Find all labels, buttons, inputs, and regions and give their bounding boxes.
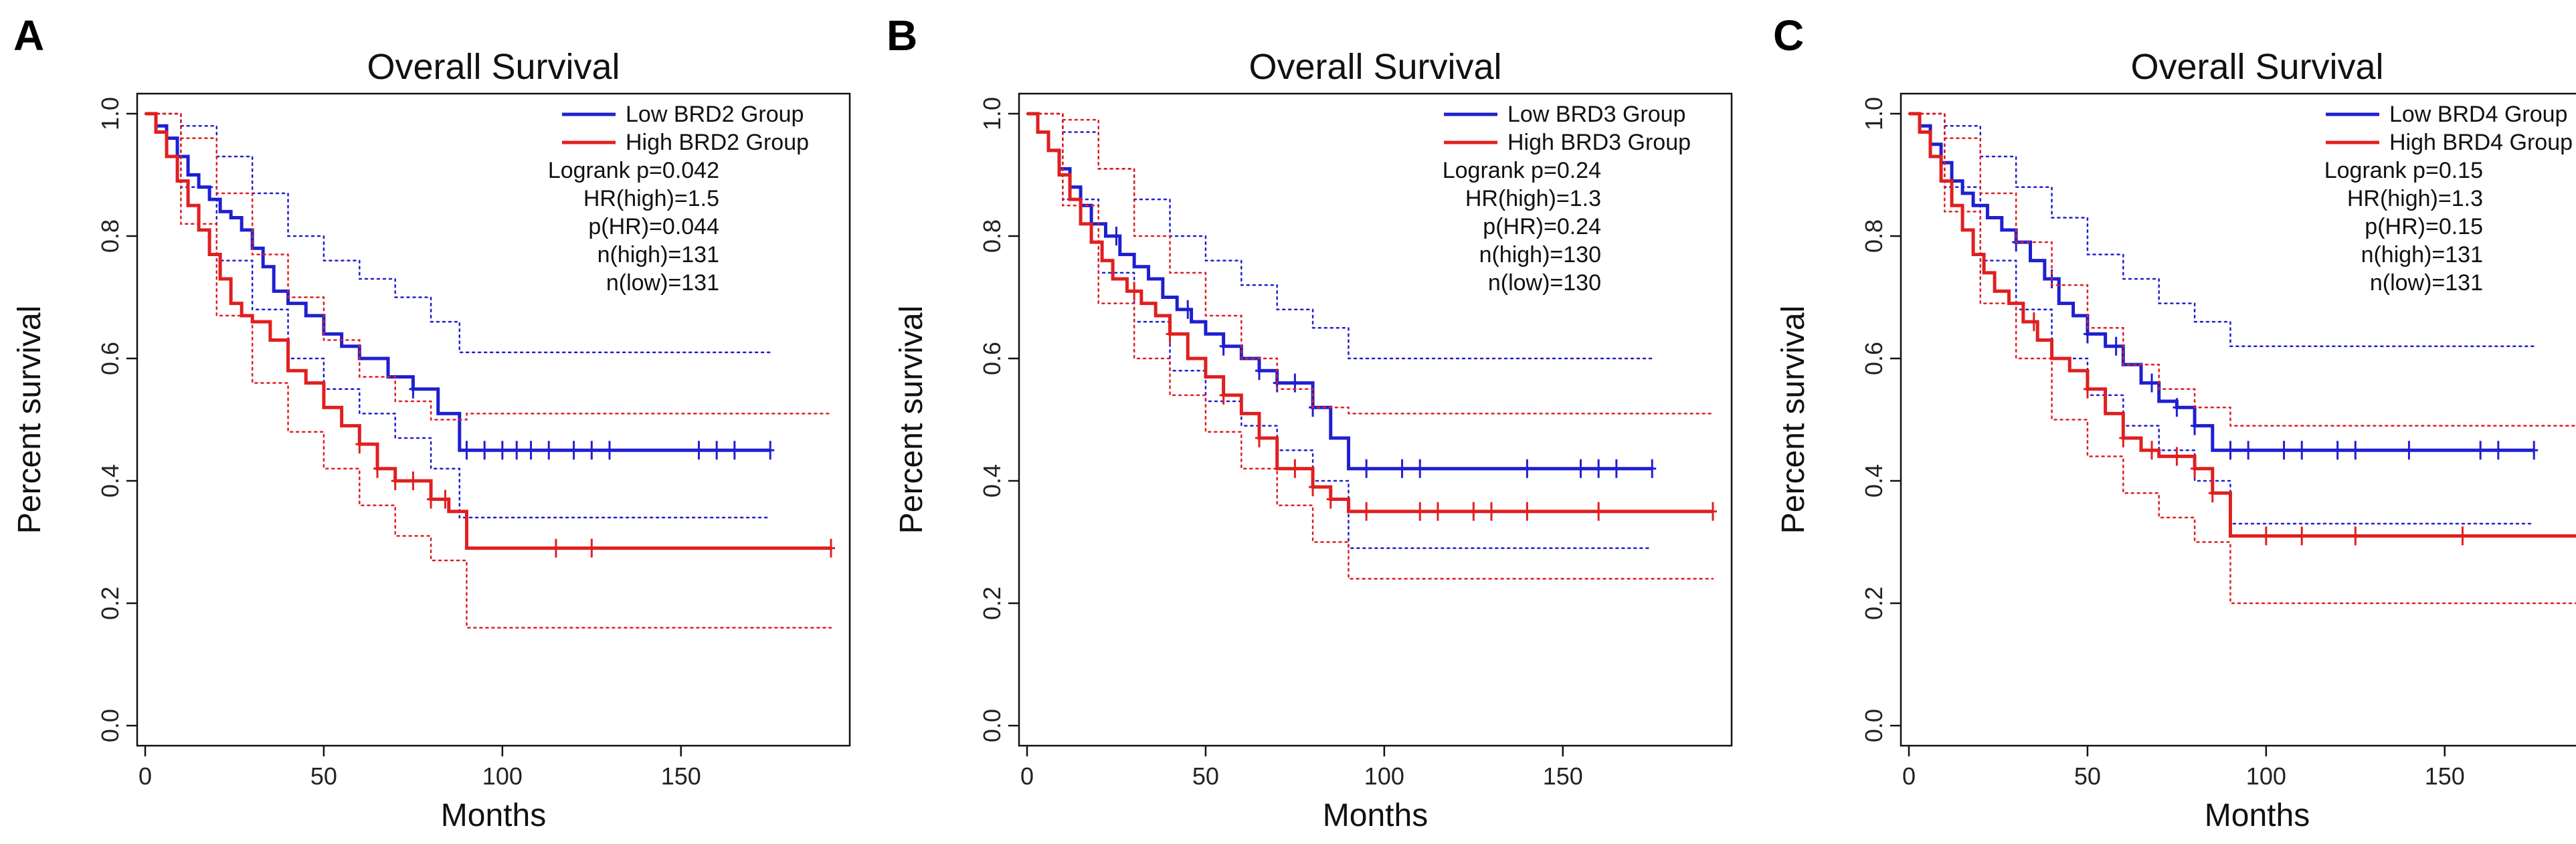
plot-frame (1900, 92, 2576, 747)
plot-frame (136, 92, 851, 747)
x-axis-label: Months (2205, 798, 2310, 833)
legend-high: High BRD4 Group (2389, 130, 2573, 155)
y-tick-label: 0.0 (978, 709, 1006, 742)
legend-low: Low BRD3 Group (1507, 102, 1685, 127)
y-tick-label: 1.0 (978, 97, 1006, 130)
ci-lower-line (1908, 112, 2576, 605)
survival-curve (1027, 112, 1713, 514)
y-axis-label: Percent survival (1776, 306, 1811, 534)
stat-n-high: n(high)=130 (1479, 242, 1601, 268)
panel-a: A Overall Survival Months Percent surviv… (12, 11, 851, 833)
stat-n-low: n(low)=131 (606, 270, 719, 296)
legend-low: Low BRD4 Group (2389, 102, 2567, 127)
x-tick-label: 50 (310, 762, 337, 790)
x-tick-label: 0 (1020, 762, 1034, 790)
ci-upper-line (1908, 112, 2576, 427)
ci-upper-line (1908, 112, 2535, 347)
x-tick-label: 150 (2425, 762, 2465, 790)
y-tick-label: 0.4 (96, 464, 124, 498)
y-tick-label: 0.0 (96, 709, 124, 742)
ci-lower-line (144, 112, 832, 629)
x-axis-label: Months (441, 798, 546, 833)
ci-upper-line (1026, 112, 1714, 415)
x-tick-label: 50 (2074, 762, 2101, 790)
survival-curve (145, 112, 831, 550)
survival-curve (1909, 112, 2576, 538)
x-tick-label: 100 (1364, 762, 1404, 790)
stat-logrank: Logrank p=0.042 (548, 158, 719, 183)
x-tick-label: 150 (1543, 762, 1583, 790)
x-tick-label: 100 (482, 762, 523, 790)
y-tick-label: 0.8 (96, 219, 124, 253)
stat-logrank: Logrank p=0.24 (1443, 158, 1601, 183)
x-tick-label: 50 (1192, 762, 1219, 790)
y-tick-label: 0.2 (96, 587, 124, 620)
survival-curve (145, 112, 771, 452)
ci-lower-line (1026, 112, 1714, 580)
stat-n-low: n(low)=130 (1488, 270, 1601, 296)
y-tick-label: 0.6 (978, 342, 1006, 375)
y-tick-label: 0.6 (96, 342, 124, 375)
stat-p-hr: p(HR)=0.044 (588, 214, 719, 239)
stat-hr: HR(high)=1.3 (2347, 186, 2483, 211)
panel-letter-b: B (887, 11, 917, 60)
stat-logrank: Logrank p=0.15 (2324, 158, 2483, 183)
y-tick-label: 1.0 (1860, 97, 1888, 130)
chart-title: Overall Survival (1249, 47, 1501, 87)
stat-p-hr: p(HR)=0.24 (1483, 214, 1601, 239)
y-tick-label: 0.8 (1860, 219, 1888, 253)
y-tick-label: 1.0 (96, 97, 124, 130)
stat-p-hr: p(HR)=0.15 (2365, 214, 2483, 239)
chart-title: Overall Survival (367, 47, 620, 87)
panel-letter-a: A (13, 11, 44, 60)
y-tick-label: 0.2 (978, 587, 1006, 620)
panel-b: B Overall Survival Months Percent surviv… (887, 11, 1733, 833)
chart-title: Overall Survival (2130, 47, 2383, 87)
stat-n-high: n(high)=131 (597, 242, 719, 268)
x-tick-label: 0 (139, 762, 152, 790)
stat-hr: HR(high)=1.3 (1465, 186, 1601, 211)
y-tick-label: 0.4 (978, 464, 1006, 498)
legend-high: High BRD3 Group (1507, 130, 1691, 155)
y-tick-label: 0.4 (1860, 464, 1888, 498)
panel-c: C Overall Survival Months Percent surviv… (1773, 11, 2576, 833)
x-tick-label: 0 (1902, 762, 1916, 790)
y-axis-label: Percent survival (894, 306, 929, 534)
x-tick-label: 100 (2246, 762, 2286, 790)
y-tick-label: 0.6 (1860, 342, 1888, 375)
y-tick-label: 0.0 (1860, 709, 1888, 742)
ci-upper-line (144, 112, 832, 421)
x-tick-label: 150 (661, 762, 701, 790)
panel-letter-c: C (1773, 11, 1804, 60)
survival-curve (1909, 112, 2535, 452)
y-tick-label: 0.8 (978, 219, 1006, 253)
y-tick-label: 0.2 (1860, 587, 1888, 620)
stat-n-low: n(low)=131 (2370, 270, 2483, 296)
x-axis-label: Months (1323, 798, 1428, 833)
legend-low: Low BRD2 Group (626, 102, 804, 127)
y-axis-label: Percent survival (12, 306, 48, 534)
stat-n-high: n(high)=131 (2361, 242, 2483, 268)
ci-upper-line (144, 112, 771, 354)
stat-hr: HR(high)=1.5 (583, 186, 719, 211)
plot-frame (1018, 92, 1733, 747)
legend-high: High BRD2 Group (626, 130, 809, 155)
